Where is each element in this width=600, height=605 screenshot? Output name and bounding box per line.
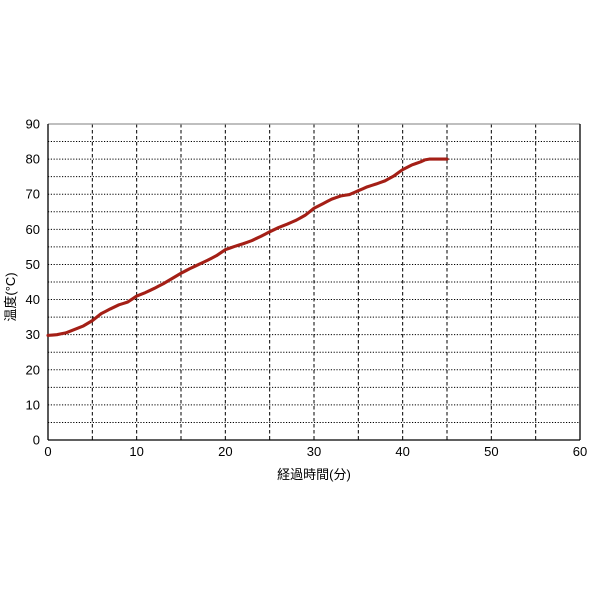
svg-text:10: 10 [26,397,40,412]
svg-text:30: 30 [26,327,40,342]
svg-text:10: 10 [129,444,143,459]
svg-text:30: 30 [307,444,321,459]
svg-text:40: 40 [26,292,40,307]
svg-text:0: 0 [33,433,40,448]
svg-text:60: 60 [573,444,587,459]
svg-text:20: 20 [218,444,232,459]
svg-text:80: 80 [26,152,40,167]
svg-text:温度(°C): 温度(°C) [3,272,18,321]
svg-text:90: 90 [26,117,40,132]
svg-text:経過時間(分): 経過時間(分) [277,467,351,482]
svg-text:0: 0 [44,444,51,459]
svg-text:50: 50 [26,257,40,272]
svg-text:50: 50 [484,444,498,459]
svg-text:60: 60 [26,222,40,237]
svg-text:40: 40 [395,444,409,459]
svg-text:20: 20 [26,362,40,377]
svg-text:70: 70 [26,187,40,202]
